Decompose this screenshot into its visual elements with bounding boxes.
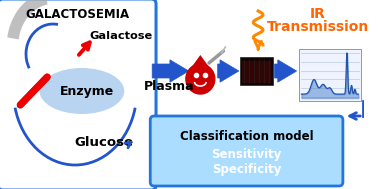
FancyBboxPatch shape	[242, 61, 271, 83]
Text: IR: IR	[310, 7, 326, 21]
Polygon shape	[7, 0, 48, 40]
Ellipse shape	[39, 68, 124, 114]
FancyBboxPatch shape	[299, 49, 361, 101]
FancyBboxPatch shape	[240, 57, 273, 85]
Polygon shape	[189, 55, 212, 71]
FancyBboxPatch shape	[0, 0, 156, 189]
Text: Specificity: Specificity	[212, 163, 281, 176]
Text: Enzyme: Enzyme	[60, 84, 114, 98]
Text: Plasma: Plasma	[144, 80, 195, 92]
Text: Galactose: Galactose	[90, 31, 153, 41]
Text: Glucose: Glucose	[74, 136, 133, 149]
Text: Sensitivity: Sensitivity	[211, 148, 282, 161]
Text: GALACTOSEMIA: GALACTOSEMIA	[25, 9, 129, 22]
FancyBboxPatch shape	[150, 116, 343, 186]
Circle shape	[186, 64, 215, 94]
Text: Transmission: Transmission	[267, 20, 369, 34]
Polygon shape	[274, 60, 297, 82]
Polygon shape	[218, 60, 239, 82]
Text: Classification model: Classification model	[180, 130, 313, 143]
Polygon shape	[152, 60, 189, 82]
